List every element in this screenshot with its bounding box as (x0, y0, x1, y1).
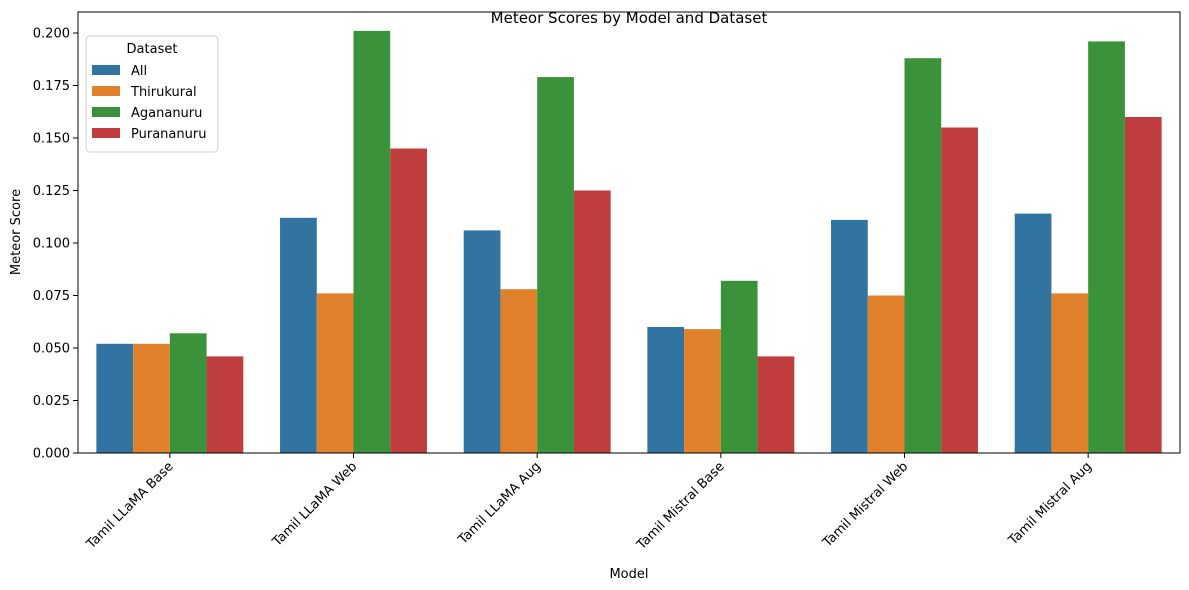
x-tick-label: Tamil Mistral Base (633, 459, 727, 553)
bars (96, 30, 1162, 454)
legend-label-all: All (131, 64, 147, 79)
x-tick-label: Tamil LLaMA Web (269, 459, 360, 550)
y-tick-label: 0.125 (33, 184, 70, 199)
plot-frame (77, 11, 1181, 454)
legend-swatch-purananuru (92, 128, 120, 138)
bar-thirukural-4 (684, 329, 721, 453)
bar-all-5 (831, 219, 868, 453)
bar-all-3 (463, 230, 501, 453)
bar-purananuru-1 (206, 356, 244, 453)
y-tick-label: 0.075 (33, 289, 70, 304)
bar-agananuru-6 (1088, 41, 1125, 454)
x-tick-label: Tamil Mistral Aug (1005, 459, 1095, 549)
legend-swatch-all (92, 65, 120, 75)
bar-purananuru-2 (390, 148, 427, 453)
bar-agananuru-3 (537, 77, 574, 453)
x-tick-label: Tamil Mistral Web (819, 459, 911, 551)
y-tick-label: 0.150 (33, 132, 70, 147)
bar-thirukural-1 (133, 343, 170, 453)
y-tick-label: 0.175 (33, 79, 70, 94)
bar-agananuru-4 (720, 280, 758, 453)
x-tick-label: Tamil LLaMA Base (83, 459, 176, 552)
bar-all-6 (1014, 213, 1052, 453)
y-tick-label: 0.000 (33, 447, 70, 462)
bar-purananuru-6 (1124, 117, 1162, 453)
x-axis-label: Model (609, 567, 648, 582)
x-tick-label: Tamil LLaMA Aug (455, 459, 544, 548)
y-tick-label: 0.200 (33, 27, 70, 42)
legend-label-agananuru: Agananuru (131, 106, 202, 121)
legend: Dataset All Thirukural Agananuru Purananuru (85, 35, 219, 153)
legend-title: Dataset (127, 42, 178, 57)
bar-thirukural-2 (316, 293, 354, 453)
legend-swatch-thirukural (92, 86, 120, 96)
y-tick-label: 0.025 (33, 394, 70, 409)
legend-label-thirukural: Thirukural (130, 85, 197, 100)
y-axis-ticks: 0.000 0.025 0.050 0.075 0.100 0.125 0.150 0.175… (33, 27, 78, 462)
bar-purananuru-4 (757, 356, 795, 453)
legend-swatch-agananuru (92, 107, 120, 117)
legend-label-purananuru: Purananuru (131, 127, 206, 142)
bar-agananuru-2 (353, 30, 391, 454)
bar-all-4 (647, 327, 685, 453)
bar-all-2 (280, 217, 317, 453)
x-axis-ticks: Tamil LLaMA Base Tamil LLaMA Web Tamil LLa… (83, 453, 1095, 553)
y-axis-label: Meteor Score (9, 189, 24, 275)
chart-title: Meteor Scores by Model and Dataset (491, 9, 768, 27)
bar-agananuru-1 (169, 333, 207, 453)
bar-purananuru-5 (941, 127, 978, 453)
y-tick-label: 0.100 (33, 237, 70, 252)
bar-purananuru-3 (573, 190, 611, 453)
bar-thirukural-6 (1051, 293, 1089, 453)
bar-thirukural-5 (867, 295, 905, 453)
bar-all-1 (96, 343, 134, 453)
bar-thirukural-3 (500, 289, 538, 453)
y-tick-label: 0.050 (33, 342, 70, 357)
bar-agananuru-5 (904, 58, 942, 453)
